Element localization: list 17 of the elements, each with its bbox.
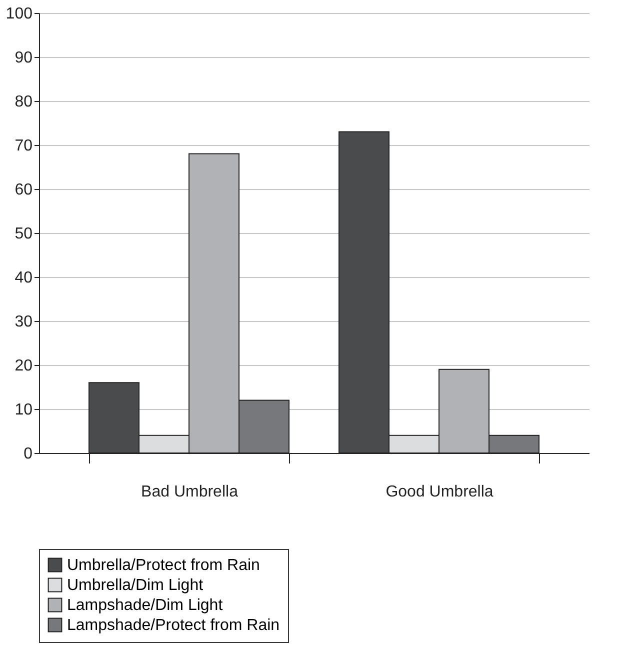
y-tick-label: 90	[14, 50, 33, 66]
legend-label: Lampshade/Dim Light	[67, 597, 224, 614]
x-tick-label: Good Umbrella	[386, 484, 494, 500]
legend-label: Lampshade/Protect from Rain	[67, 617, 280, 634]
y-tick-label: 70	[14, 138, 33, 154]
y-tick-label: 0	[24, 446, 33, 462]
y-tick-label: 60	[14, 182, 33, 198]
y-tick-label: 100	[6, 6, 33, 22]
y-tick-label: 40	[14, 270, 33, 286]
y-tick-label: 30	[14, 314, 33, 330]
y-tick-label: 80	[14, 94, 33, 110]
y-tick-label: 50	[14, 226, 33, 242]
x-tick-label: Bad Umbrella	[141, 484, 238, 500]
y-tick-label: 10	[14, 402, 33, 418]
legend-label: Umbrella/Dim Light	[67, 577, 204, 594]
legend-label: Umbrella/Protect from Rain	[67, 557, 260, 574]
y-tick-label: 20	[14, 358, 33, 374]
